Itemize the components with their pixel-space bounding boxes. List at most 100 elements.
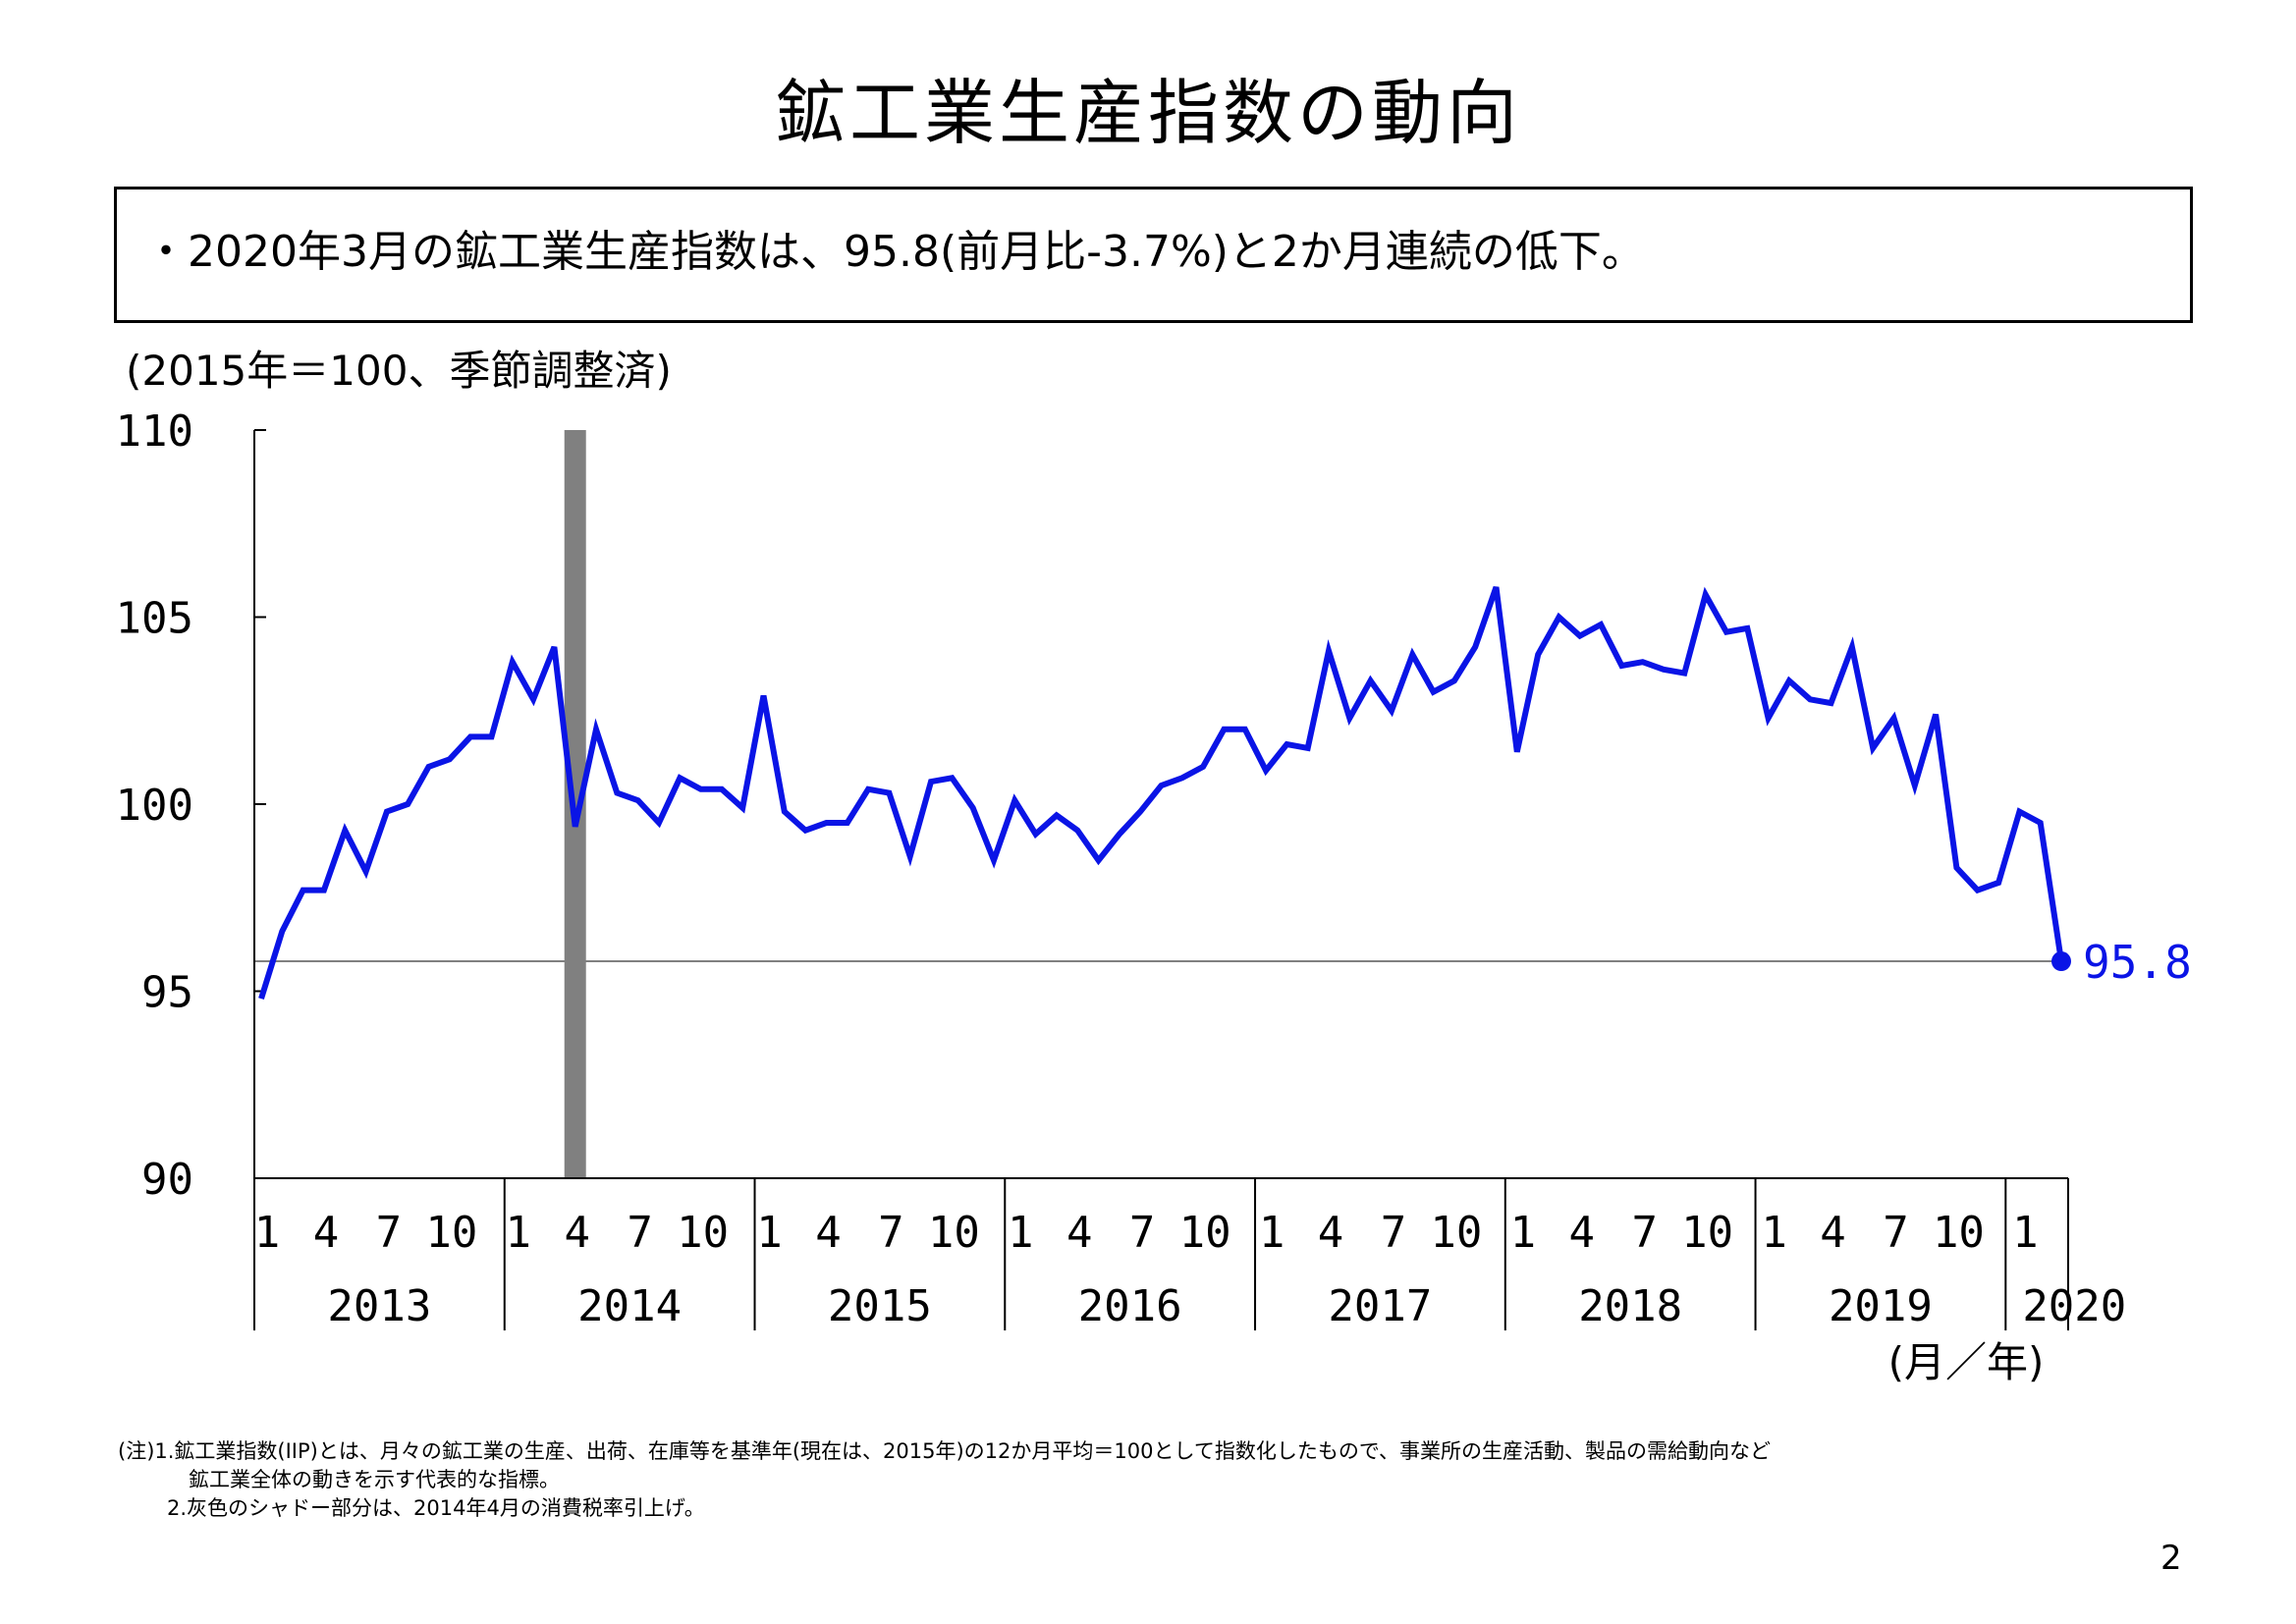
data-point [1681,671,1687,677]
month-tick-label: 1 [1008,1208,1034,1258]
year-label: 2020 [2022,1281,2126,1331]
summary-text: ・2020年3月の鉱工業生産指数は、95.8(前月比-3.7%)と2か月連続の低… [144,227,1645,277]
data-point [593,727,599,732]
data-point [970,805,976,811]
data-point [1556,615,1561,621]
data-point [1849,644,1855,650]
data-point [1221,727,1227,732]
month-tick-label: 4 [815,1208,842,1258]
data-point [1263,768,1269,774]
data-point [467,733,473,739]
data-point [698,786,704,792]
footnotes: (注)1.鉱工業指数(IIP)とは、月々の鉱工業の生産、出荷、在庫等を基準年(現… [118,1437,1771,1523]
data-point [656,820,662,826]
data-point [991,857,997,863]
data-point [1284,741,1289,747]
data-point [342,828,348,834]
data-point [1953,865,1959,871]
data-point [1933,712,1939,718]
data-point [907,853,913,859]
year-label: 2013 [327,1281,431,1331]
data-point [1807,696,1813,702]
month-tick-label: 4 [1318,1208,1344,1258]
data-point [1074,828,1080,834]
data-point [2038,820,2044,826]
data-point [782,809,788,815]
data-point [1744,625,1750,631]
month-tick-label: 4 [564,1208,590,1258]
month-tick-label: 10 [1179,1208,1231,1258]
data-point [739,805,745,811]
data-point [510,659,516,665]
data-point [677,775,683,781]
data-point [1431,689,1437,695]
data-point [761,693,767,699]
data-point [1096,857,1102,863]
x-axis-unit-label: (月／年) [1888,1338,2045,1386]
data-point [1766,715,1772,721]
data-point [865,786,871,792]
month-tick-label: 1 [506,1208,532,1258]
data-point [1305,745,1311,751]
footnote-1-cont: 鉱工業全体の動きを示す代表的な指標。 [189,1468,560,1491]
y-tick-label: 105 [116,594,193,644]
month-tick-label: 1 [2012,1208,2039,1258]
month-tick-label: 4 [313,1208,340,1258]
data-point [802,828,808,834]
month-tick-label: 10 [928,1208,980,1258]
data-point [1535,652,1541,658]
month-tick-label: 7 [627,1208,653,1258]
data-point [1890,715,1896,721]
data-point [1033,831,1039,837]
month-tick-label: 7 [1883,1208,1909,1258]
month-tick-label: 1 [1761,1208,1787,1258]
unit-note: (2015年＝100、季節調整済) [126,347,672,395]
month-tick-label: 7 [1381,1208,1407,1258]
data-point [405,801,410,807]
month-tick-label: 7 [878,1208,904,1258]
year-label: 2015 [828,1281,932,1331]
data-point [1514,749,1520,755]
data-point [845,820,850,826]
month-tick-label: 4 [1820,1208,1846,1258]
month-tick-label: 7 [376,1208,403,1258]
year-label: 2019 [1829,1281,1933,1331]
data-point [1409,652,1415,658]
month-tick-label: 7 [1129,1208,1156,1258]
data-point [1368,677,1374,683]
data-point [1577,633,1583,639]
month-tick-label: 1 [756,1208,783,1258]
data-point [1200,764,1206,770]
data-point [1451,677,1457,683]
data-point [1995,880,2001,886]
data-point [1179,775,1185,781]
data-point [1870,745,1876,751]
month-tick-label: 1 [1259,1208,1285,1258]
data-point [886,790,892,796]
data-point [1598,622,1604,627]
month-tick-label: 10 [1681,1208,1733,1258]
data-point [2016,809,2022,815]
data-point [488,733,494,739]
data-point [1054,812,1060,818]
month-tick-label: 4 [1066,1208,1093,1258]
data-point [384,809,390,815]
y-tick-label: 90 [141,1155,193,1205]
data-point [635,797,641,803]
data-point [279,929,285,935]
year-label: 2014 [577,1281,682,1331]
data-point [1723,629,1729,635]
month-tick-label: 1 [254,1208,281,1258]
data-point [823,820,829,826]
data-point [1137,809,1143,815]
data-point [530,696,536,702]
data-point [1011,797,1017,803]
year-label: 2017 [1328,1281,1432,1331]
data-point [1472,644,1478,650]
data-point [363,869,369,875]
month-tick-label: 7 [1631,1208,1658,1258]
data-point [1703,592,1709,598]
data-point [928,779,934,785]
month-tick-label: 1 [1510,1208,1537,1258]
